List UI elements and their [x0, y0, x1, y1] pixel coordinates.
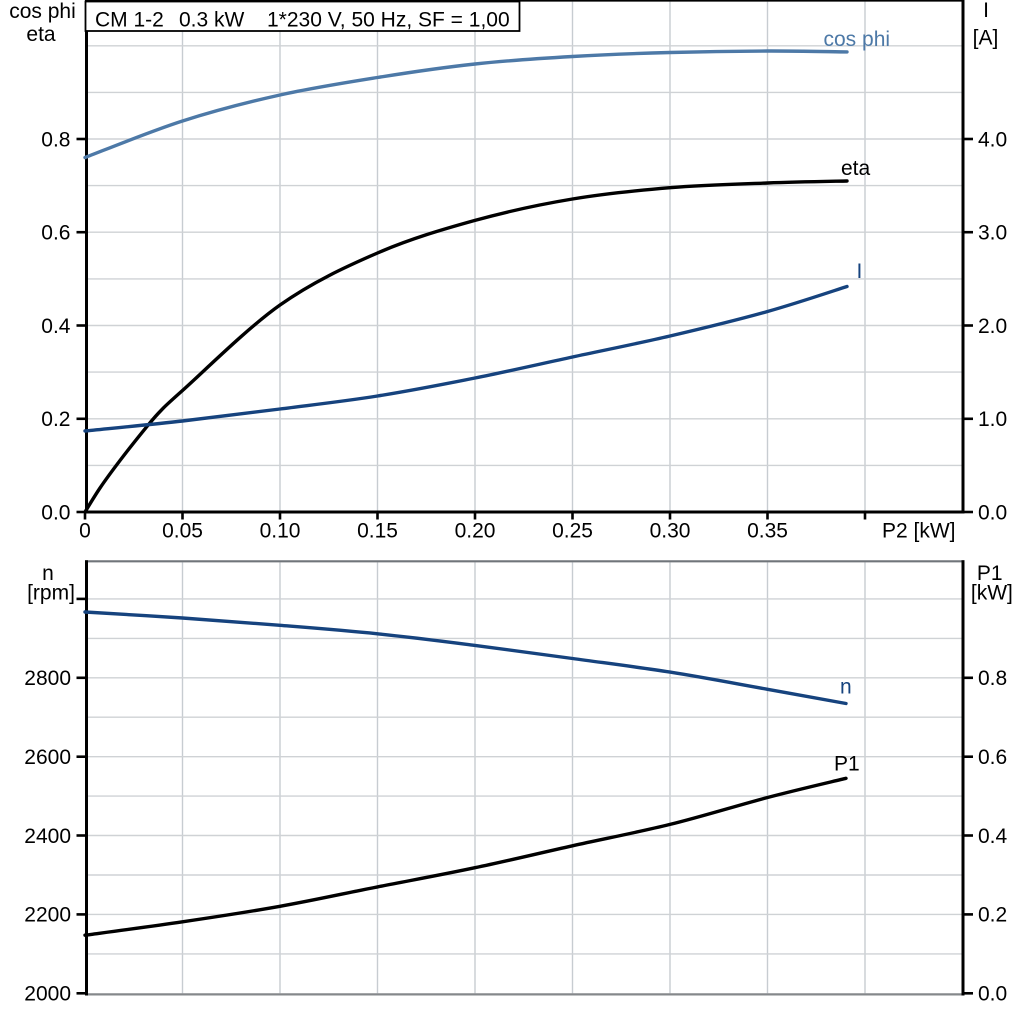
svg-text:4.0: 4.0 — [978, 128, 1007, 151]
svg-text:2.0: 2.0 — [978, 315, 1007, 338]
svg-text:cos phi: cos phi — [824, 28, 891, 51]
svg-text:3.0: 3.0 — [978, 222, 1007, 245]
svg-text:0.2: 0.2 — [978, 904, 1007, 927]
svg-text:0.35: 0.35 — [747, 520, 788, 543]
svg-text:eta: eta — [26, 23, 56, 46]
svg-text:0.0: 0.0 — [978, 501, 1007, 524]
svg-text:0: 0 — [79, 520, 91, 543]
svg-text:I: I — [857, 260, 863, 283]
svg-text:0.25: 0.25 — [552, 520, 593, 543]
svg-text:I: I — [983, 0, 989, 22]
svg-text:0.30: 0.30 — [650, 520, 691, 543]
svg-text:0.05: 0.05 — [162, 520, 203, 543]
svg-text:0.6: 0.6 — [41, 222, 70, 245]
svg-text:[rpm]: [rpm] — [27, 582, 75, 605]
svg-text:2600: 2600 — [24, 746, 71, 769]
svg-text:n: n — [42, 562, 54, 585]
svg-text:0.0: 0.0 — [978, 983, 1007, 1006]
svg-text:0.20: 0.20 — [455, 520, 496, 543]
svg-text:0.8: 0.8 — [41, 128, 70, 151]
svg-text:1*230 V, 50 Hz, SF = 1,00: 1*230 V, 50 Hz, SF = 1,00 — [267, 9, 510, 32]
svg-text:1.0: 1.0 — [978, 408, 1007, 431]
svg-text:0.0: 0.0 — [41, 501, 70, 524]
svg-text:0.8: 0.8 — [978, 667, 1007, 690]
svg-text:P1: P1 — [834, 753, 860, 776]
svg-text:0.10: 0.10 — [260, 520, 301, 543]
svg-text:0.4: 0.4 — [978, 825, 1008, 848]
svg-text:0.4: 0.4 — [41, 315, 71, 338]
svg-text:2200: 2200 — [24, 904, 71, 927]
svg-text:[kW]: [kW] — [971, 582, 1013, 605]
svg-text:0.2: 0.2 — [41, 408, 70, 431]
svg-text:0.15: 0.15 — [357, 520, 398, 543]
svg-text:0.6: 0.6 — [978, 746, 1007, 769]
svg-text:2800: 2800 — [24, 667, 71, 690]
svg-text:CM 1-2: CM 1-2 — [95, 9, 164, 32]
svg-text:cos phi: cos phi — [9, 0, 76, 23]
svg-text:eta: eta — [841, 157, 871, 180]
svg-text:[A]: [A] — [973, 27, 999, 50]
svg-text:2000: 2000 — [24, 983, 71, 1006]
svg-text:n: n — [840, 676, 852, 699]
svg-text:0.3 kW: 0.3 kW — [179, 9, 245, 32]
svg-text:2400: 2400 — [24, 825, 71, 848]
svg-text:P1: P1 — [977, 562, 1003, 585]
svg-text:P2 [kW]: P2 [kW] — [882, 520, 956, 543]
